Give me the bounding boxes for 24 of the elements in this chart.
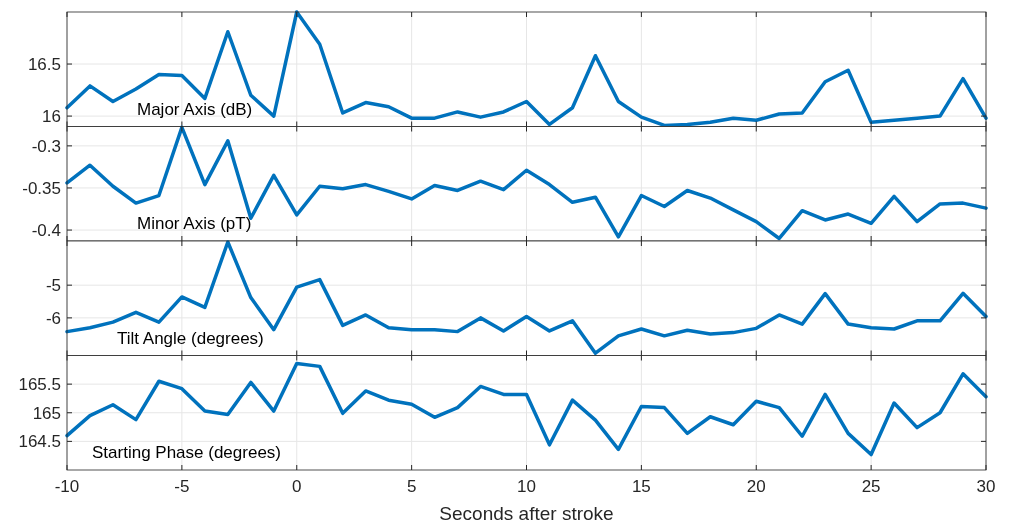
x-tick-label: 25 xyxy=(861,477,881,496)
x-tick-label: -5 xyxy=(174,477,190,496)
x-tick-label: 30 xyxy=(976,477,996,496)
y-tick-label: 165.5 xyxy=(18,375,61,395)
annotation: Minor Axis (pT) xyxy=(137,214,252,233)
x-tick-label: 5 xyxy=(406,477,417,496)
y-tick-label: -0.35 xyxy=(22,178,61,198)
y-tick-label: 16.5 xyxy=(27,55,61,74)
x-tick-label: 10 xyxy=(517,477,536,496)
y-tick-label: -0.4 xyxy=(31,221,61,241)
x-tick-label: 15 xyxy=(631,477,651,496)
x-tick-label: 20 xyxy=(746,477,766,496)
annotation: Major Axis (dB) xyxy=(137,99,253,119)
y-tick-label: 165 xyxy=(32,403,61,423)
annotation: Starting Phase (degrees) xyxy=(92,443,281,462)
annotation: Tilt Angle (degrees) xyxy=(117,328,264,348)
y-tick-label: -0.3 xyxy=(31,136,61,156)
y-tick-label: -6 xyxy=(45,308,61,328)
x-axis-title: Seconds after stroke xyxy=(439,503,614,524)
y-tick-label: 16 xyxy=(42,107,61,127)
x-tick-label: -10 xyxy=(54,477,80,496)
y-tick-label: 164.5 xyxy=(18,432,61,452)
x-tick-label: 0 xyxy=(292,477,302,496)
y-tick-label: -5 xyxy=(45,276,61,296)
